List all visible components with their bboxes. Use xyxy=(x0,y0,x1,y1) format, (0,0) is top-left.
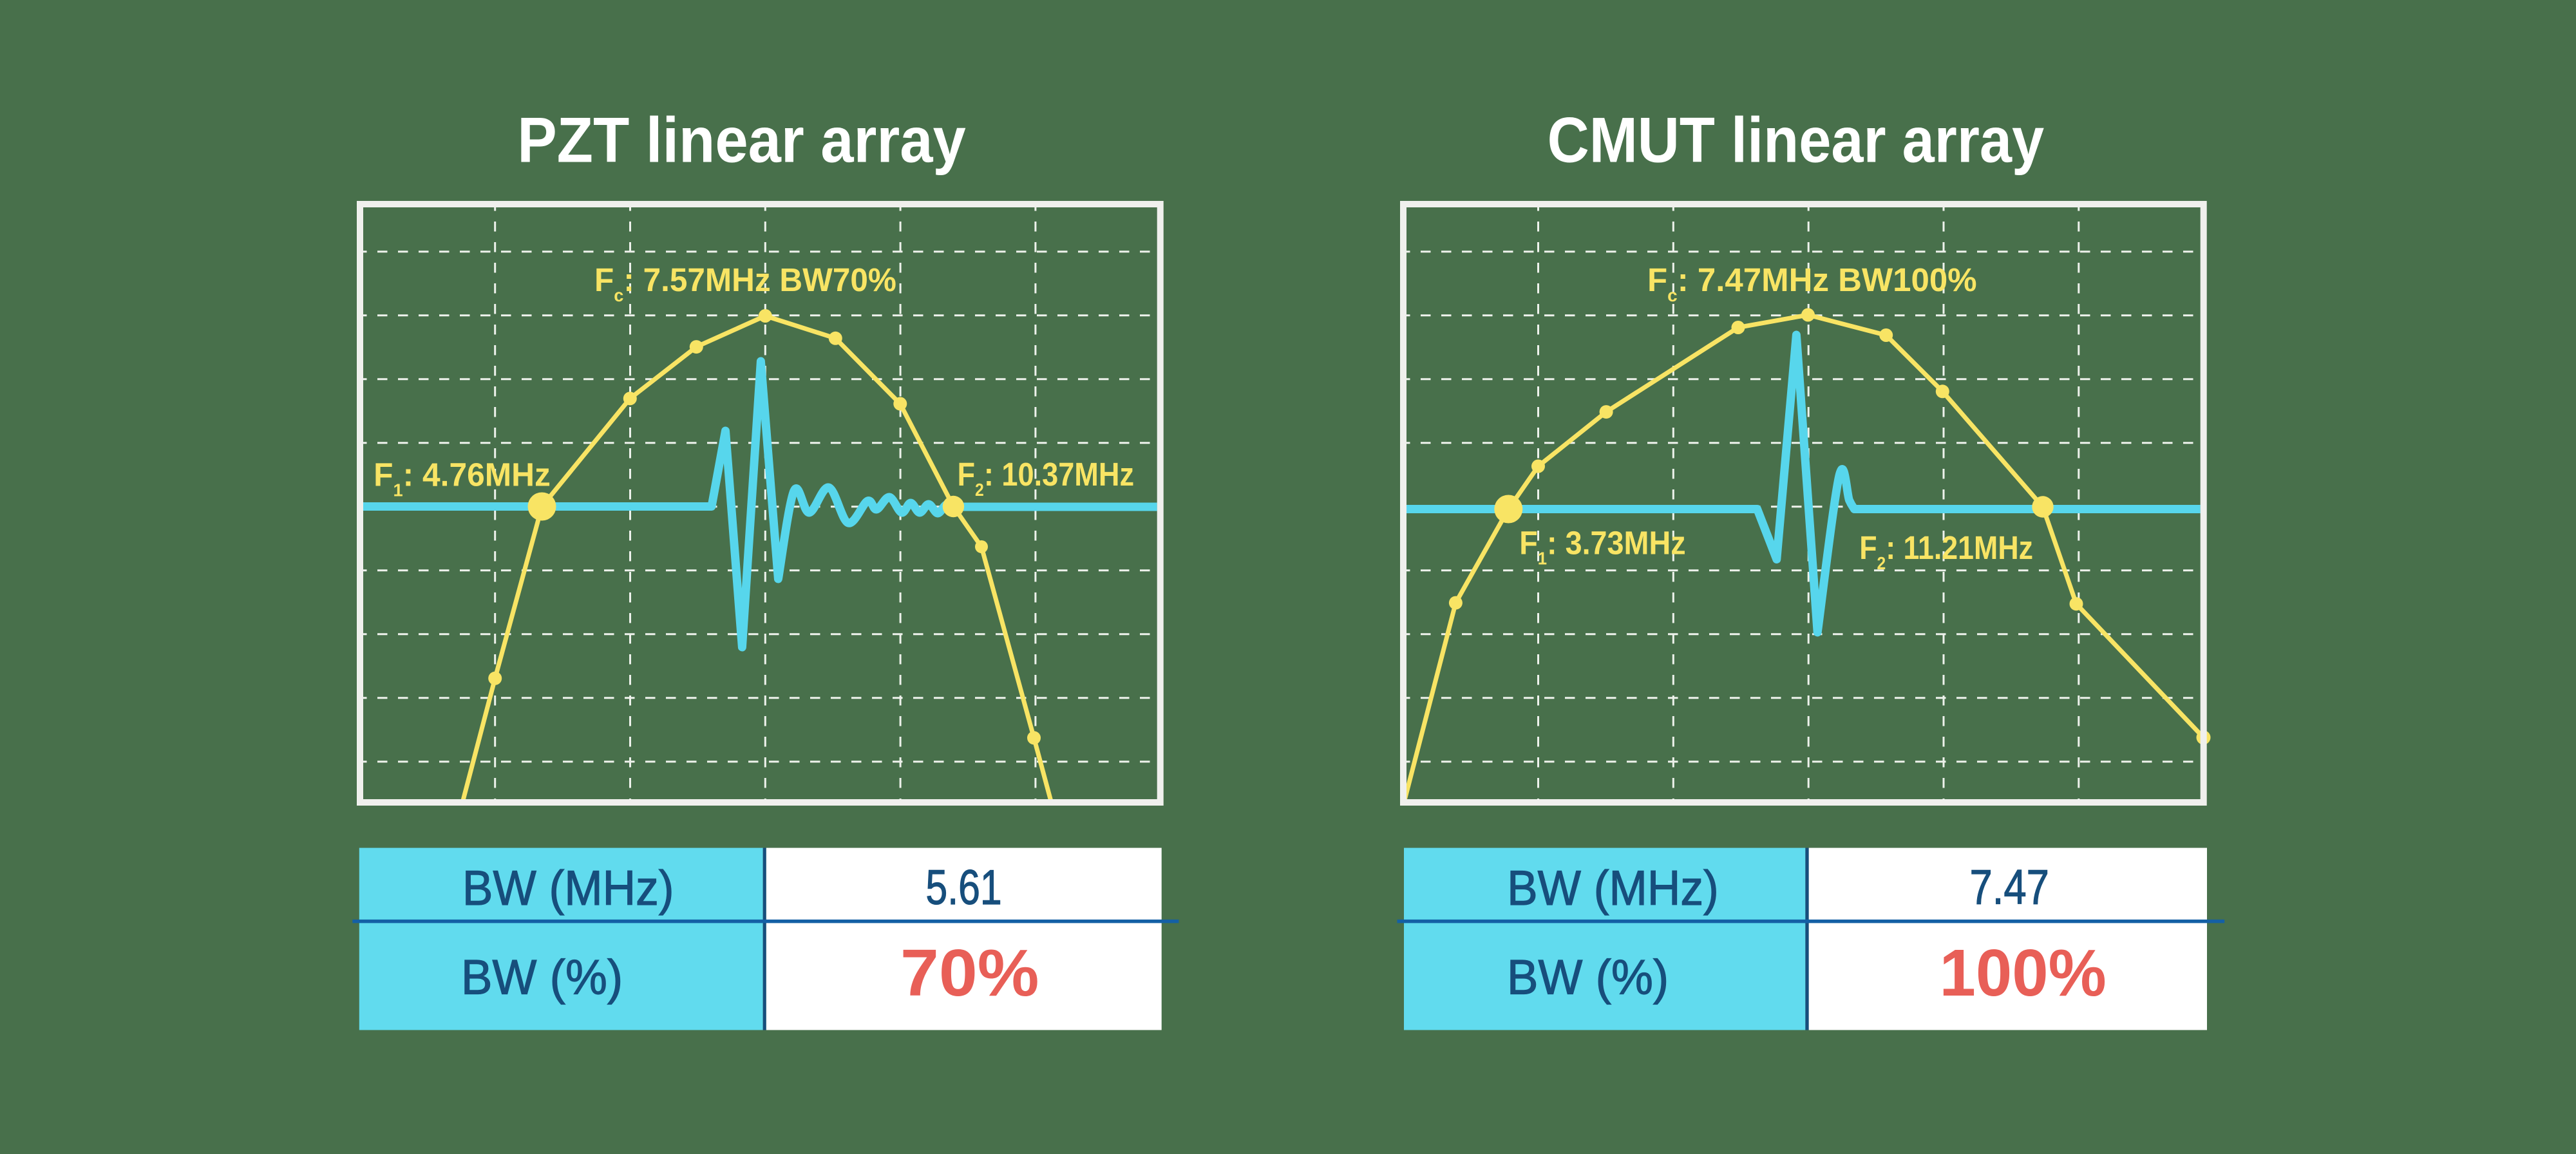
svg-text:7.47: 7.47 xyxy=(1970,860,2049,914)
svg-text:PZT linear array: PZT linear array xyxy=(517,104,966,176)
svg-text:Fc: 7.57MHz BW70%: Fc: 7.57MHz BW70% xyxy=(594,261,896,305)
svg-text:100%: 100% xyxy=(1940,935,2107,1010)
svg-text:BW (%): BW (%) xyxy=(1507,950,1669,1005)
svg-text:F2: 10.37MHz: F2: 10.37MHz xyxy=(958,457,1135,500)
svg-text:Fc: 7.47MHz BW100%: Fc: 7.47MHz BW100% xyxy=(1647,261,1977,305)
svg-text:F2: 11.21MHz: F2: 11.21MHz xyxy=(1859,530,2033,573)
svg-text:BW (MHz): BW (MHz) xyxy=(1507,860,1719,916)
svg-text:70%: 70% xyxy=(900,936,1039,1010)
svg-text:F1: 3.73MHz: F1: 3.73MHz xyxy=(1519,525,1685,569)
svg-text:F1: 4.76MHz: F1: 4.76MHz xyxy=(374,456,551,500)
svg-text:BW (MHz): BW (MHz) xyxy=(462,860,674,916)
svg-text:BW (%): BW (%) xyxy=(461,950,623,1005)
svg-text:CMUT linear array: CMUT linear array xyxy=(1548,105,2045,176)
svg-text:5.61: 5.61 xyxy=(925,860,1001,915)
